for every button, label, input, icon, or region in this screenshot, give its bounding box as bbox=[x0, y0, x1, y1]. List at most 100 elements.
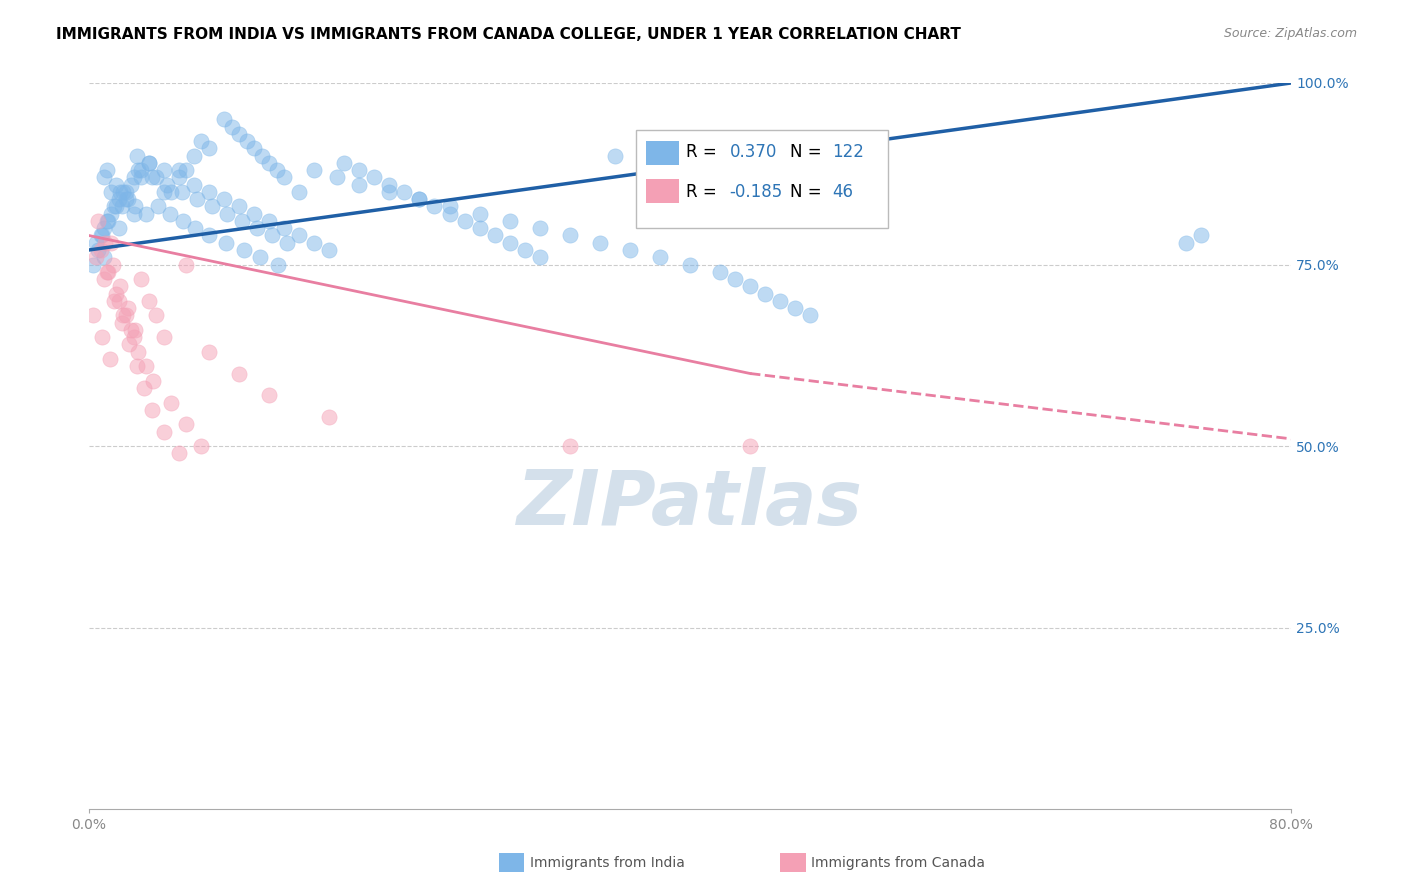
Point bbox=[273, 170, 295, 185]
Point bbox=[104, 178, 127, 192]
Point bbox=[93, 221, 115, 235]
Point bbox=[267, 258, 290, 272]
Point bbox=[138, 156, 160, 170]
Point bbox=[439, 199, 461, 213]
Point bbox=[142, 374, 165, 388]
FancyBboxPatch shape bbox=[636, 130, 889, 228]
Point bbox=[146, 199, 169, 213]
Point bbox=[153, 330, 176, 344]
Text: R =: R = bbox=[686, 183, 723, 202]
Point bbox=[167, 170, 190, 185]
Point bbox=[221, 120, 243, 134]
Point bbox=[186, 192, 208, 206]
Point bbox=[468, 221, 491, 235]
Point bbox=[167, 163, 190, 178]
Point bbox=[769, 293, 792, 308]
Point bbox=[214, 235, 236, 250]
Point bbox=[740, 279, 762, 293]
Point bbox=[228, 367, 250, 381]
Point bbox=[145, 309, 167, 323]
Point bbox=[212, 112, 235, 127]
Point bbox=[91, 330, 114, 344]
Point bbox=[378, 178, 401, 192]
Point bbox=[257, 156, 280, 170]
Point bbox=[135, 359, 157, 374]
Point bbox=[134, 381, 156, 395]
Point bbox=[378, 185, 401, 199]
Point bbox=[90, 243, 112, 257]
Point bbox=[87, 243, 110, 257]
Point bbox=[118, 337, 141, 351]
Point bbox=[498, 214, 520, 228]
Bar bbox=[499, 853, 524, 872]
Point bbox=[90, 228, 112, 243]
Text: 0.370: 0.370 bbox=[730, 144, 778, 161]
Point bbox=[103, 293, 125, 308]
Point bbox=[112, 185, 135, 199]
Point bbox=[249, 250, 271, 264]
Point bbox=[115, 185, 138, 199]
Point bbox=[97, 265, 120, 279]
Point bbox=[243, 207, 266, 221]
Point bbox=[603, 148, 626, 162]
Point bbox=[160, 395, 183, 409]
Point bbox=[558, 228, 581, 243]
Point bbox=[107, 192, 129, 206]
Point bbox=[250, 148, 273, 162]
Point bbox=[153, 185, 176, 199]
Point bbox=[100, 185, 122, 199]
Point bbox=[228, 127, 250, 141]
Point bbox=[529, 250, 551, 264]
Point bbox=[131, 272, 153, 286]
Point bbox=[231, 214, 253, 228]
Text: N =: N = bbox=[790, 144, 827, 161]
Point bbox=[740, 439, 762, 453]
Point bbox=[198, 185, 221, 199]
Point bbox=[167, 446, 190, 460]
Point bbox=[439, 207, 461, 221]
Point bbox=[84, 250, 107, 264]
Point bbox=[112, 309, 135, 323]
Point bbox=[117, 301, 139, 315]
Point bbox=[302, 235, 325, 250]
Point bbox=[302, 163, 325, 178]
Point bbox=[115, 309, 138, 323]
Point bbox=[122, 207, 145, 221]
Point bbox=[125, 148, 148, 162]
Point bbox=[97, 214, 120, 228]
Point bbox=[709, 265, 731, 279]
Point bbox=[799, 309, 821, 323]
Text: -0.185: -0.185 bbox=[730, 183, 783, 202]
Point bbox=[288, 185, 311, 199]
Point bbox=[91, 228, 114, 243]
Point bbox=[484, 228, 506, 243]
Point bbox=[138, 156, 160, 170]
Point bbox=[170, 185, 193, 199]
Point bbox=[276, 235, 298, 250]
Point bbox=[201, 199, 224, 213]
FancyBboxPatch shape bbox=[645, 178, 679, 202]
Point bbox=[120, 178, 142, 192]
Point bbox=[131, 163, 153, 178]
Text: N =: N = bbox=[790, 183, 827, 202]
Point bbox=[117, 192, 139, 206]
Point bbox=[96, 214, 118, 228]
Point bbox=[104, 199, 127, 213]
Point bbox=[498, 235, 520, 250]
Point bbox=[363, 170, 385, 185]
Point bbox=[262, 228, 284, 243]
Point bbox=[115, 192, 138, 206]
Point bbox=[183, 178, 205, 192]
Point bbox=[124, 323, 146, 337]
Point bbox=[176, 258, 198, 272]
Point bbox=[101, 258, 124, 272]
Point bbox=[785, 301, 807, 315]
Point bbox=[100, 235, 122, 250]
Point bbox=[408, 192, 430, 206]
Point bbox=[273, 221, 295, 235]
Point bbox=[724, 272, 747, 286]
Point bbox=[153, 425, 176, 439]
Point bbox=[349, 163, 371, 178]
Point bbox=[198, 344, 221, 359]
Point bbox=[145, 170, 167, 185]
